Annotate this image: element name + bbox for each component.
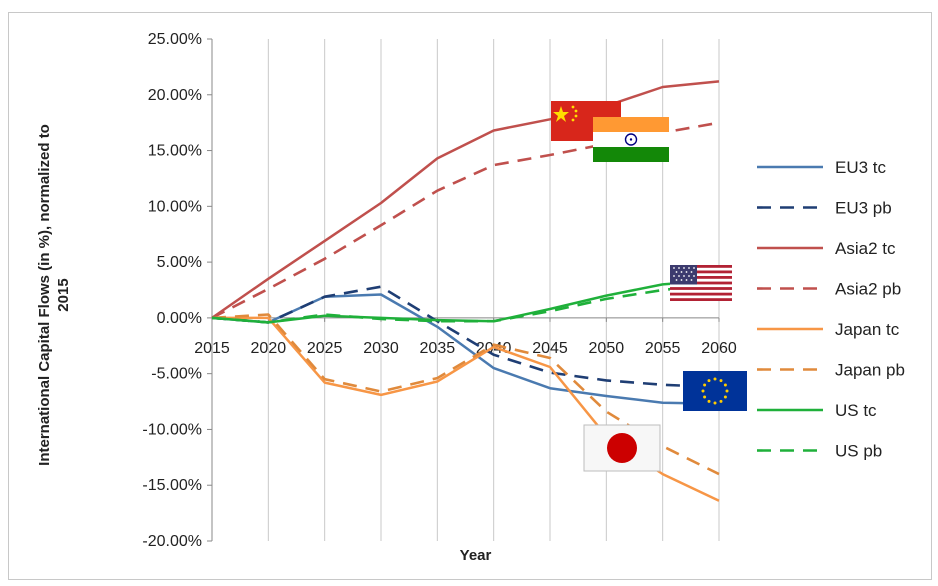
data-point: [492, 343, 496, 347]
data-point: [604, 378, 608, 382]
data-point: [266, 320, 270, 324]
data-point: [379, 317, 383, 321]
data-point: [266, 313, 270, 317]
legend-label: Asia2 pb: [835, 280, 901, 299]
data-point: [717, 499, 721, 503]
data-point: [379, 201, 383, 205]
data-point: [492, 163, 496, 167]
legend-label: EU3 tc: [835, 158, 887, 177]
data-point: [548, 371, 552, 375]
x-tick-label: 2020: [251, 340, 287, 357]
series-line-eu3-tc: [211, 293, 720, 406]
y-tick-label: 0.00%: [157, 310, 202, 327]
data-point: [379, 390, 383, 394]
data-point: [548, 386, 552, 390]
data-point: [323, 257, 327, 261]
data-point: [661, 282, 665, 286]
data-point: [661, 85, 665, 89]
data-point: [661, 401, 665, 405]
legend-label: EU3 pb: [835, 199, 892, 218]
legend-label: US tc: [835, 401, 877, 420]
x-tick-label: 2060: [701, 340, 737, 357]
data-point: [492, 366, 496, 370]
y-tick-label: 15.00%: [148, 143, 202, 160]
line-chart: 25.00% 20.00% 15.00% 10.00% 5.00% 0.00% -5.00%…: [36, 31, 905, 564]
axis-layer: 25.00% 20.00% 15.00% 10.00% 5.00% 0.00% -5.00%…: [36, 31, 737, 564]
x-tick-label: 2030: [363, 340, 399, 357]
data-point: [548, 309, 552, 313]
eu-flag: [683, 371, 747, 411]
data-point: [323, 295, 327, 299]
y-tick-label: -5.00%: [151, 366, 202, 383]
data-point: [435, 189, 439, 193]
data-point: [661, 472, 665, 476]
x-tick-label: 2015: [194, 340, 230, 357]
data-point: [661, 383, 665, 387]
data-point: [379, 223, 383, 227]
data-point: [323, 239, 327, 243]
data-point: [548, 365, 552, 369]
legend-label: Asia2 tc: [835, 239, 896, 258]
data-point: [435, 325, 439, 329]
data-point: [323, 377, 327, 381]
data-point: [435, 376, 439, 380]
flags: [551, 101, 747, 472]
data-point: [210, 316, 214, 320]
y-tick-label: 20.00%: [148, 87, 202, 104]
y-tick-label: -15.00%: [142, 477, 202, 494]
data-point: [492, 128, 496, 132]
data-point: [661, 288, 665, 292]
y-tick-label: 5.00%: [157, 254, 202, 271]
data-point: [717, 472, 721, 476]
series-line-eu3-pb: [211, 285, 720, 389]
series-line-us-tc: [211, 278, 720, 324]
legend: EU3 tc EU3 pb Asia2 tc Asia2 pb Japan tc Japa…: [757, 158, 905, 461]
data-point: [604, 297, 608, 301]
data-point: [604, 410, 608, 414]
series-line-japan-tc: [212, 316, 720, 502]
x-axis-title: Year: [460, 547, 492, 564]
y-tick-label: 25.00%: [148, 31, 202, 48]
y-tick-label: -10.00%: [142, 421, 202, 438]
x-tick-label: 2025: [307, 340, 343, 357]
chart-frame: 25.00% 20.00% 15.00% 10.00% 5.00% 0.00% -5.00%…: [8, 12, 932, 580]
data-point: [492, 319, 496, 323]
data-point: [492, 353, 496, 357]
us-flag: [670, 265, 732, 301]
data-point: [548, 356, 552, 360]
data-point: [266, 287, 270, 291]
data-point: [435, 156, 439, 160]
series-line-us-pb: [211, 283, 720, 324]
india-flag: [593, 117, 669, 162]
data-point: [661, 444, 665, 448]
data-point: [435, 319, 439, 323]
data-point: [717, 121, 721, 125]
x-tick-label: 2050: [589, 340, 625, 357]
data-point: [548, 153, 552, 157]
y-tick-label: -20.00%: [142, 533, 202, 550]
x-tick-label: 2055: [645, 340, 681, 357]
data-point: [323, 313, 327, 317]
data-point: [379, 292, 383, 296]
x-tick-label: 2045: [532, 340, 568, 357]
japan-flag: [583, 424, 661, 472]
y-axis-title: International Capital Flows (in %), norm…: [36, 124, 72, 466]
data-point: [717, 79, 721, 83]
y-tick-label: 10.00%: [148, 198, 202, 215]
legend-label: US pb: [835, 442, 882, 461]
series-line-asia2-tc: [211, 80, 720, 319]
data-point: [604, 394, 608, 398]
legend-label: Japan pb: [835, 361, 905, 380]
x-tick-label: 2035: [420, 340, 456, 357]
data-point: [266, 277, 270, 281]
data-point: [379, 285, 383, 289]
legend-label: Japan tc: [835, 320, 900, 339]
